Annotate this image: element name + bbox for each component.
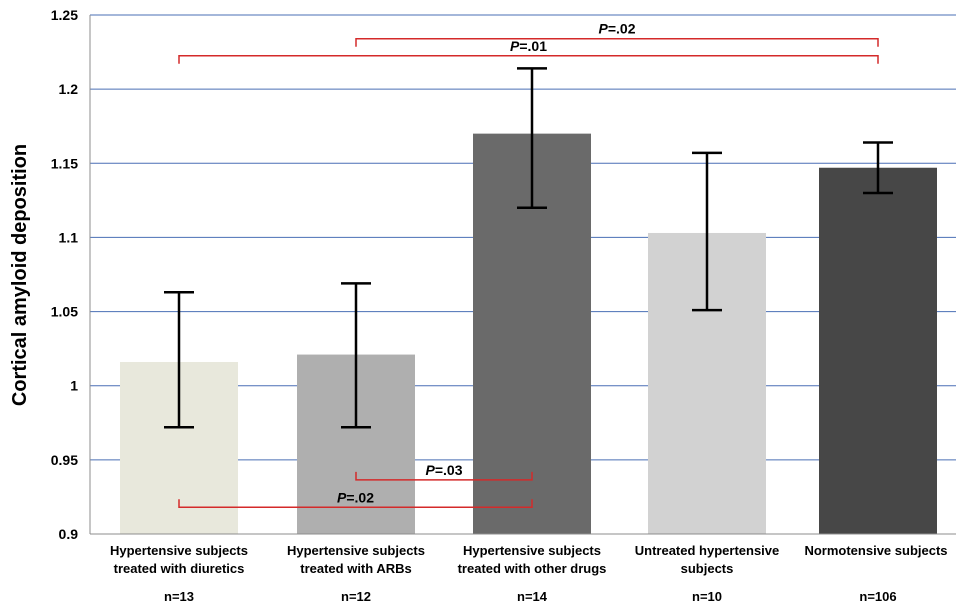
significance-label: P=.01 [510,38,547,54]
bar [819,167,937,534]
labels: 0.9 0.95 1 1.05 1.1 1.15 1.2 1.25 Hypertensive s… [51,7,948,603]
category-label: Normotensive subjects [804,543,947,558]
error-bars [164,67,893,429]
y-tick-label: 1.15 [51,155,78,171]
significance-label: P=.02 [599,21,636,37]
y-tick-label: 1 [70,378,78,394]
category-label: treated with diuretics [114,561,245,576]
category-label: Hypertensive subjects [463,543,601,558]
significance-bracket [178,55,879,64]
category-label: treated with ARBs [300,561,411,576]
axes [89,15,956,535]
y-tick-label: 0.95 [51,452,78,468]
significance-label: P=.02 [337,489,374,505]
y-axis-title: Cortical amyloid deposition [9,144,31,406]
category-label: Hypertensive subjects [110,543,248,558]
bars [120,133,937,535]
category-label: treated with other drugs [458,561,607,576]
y-tick-label: 0.9 [59,526,79,542]
sample-size-label: n=12 [341,589,371,603]
sample-size-label: n=14 [517,589,548,603]
category-label: subjects [681,561,734,576]
sample-size-label: n=106 [859,589,896,603]
y-tick-label: 1.2 [59,81,79,97]
significance-bracket [355,471,533,481]
significance-bracket [355,37,879,47]
sample-size-label: n=13 [164,589,194,603]
significance-bracket [178,499,533,509]
sample-size-label: n=10 [692,589,722,603]
y-tick-label: 1.1 [59,229,79,245]
significance-label: P=.03 [426,462,463,478]
category-label: Untreated hypertensive [635,543,780,558]
y-tick-label: 1.25 [51,7,78,23]
category-label: Hypertensive subjects [287,543,425,558]
y-tick-label: 1.05 [51,304,78,320]
significance-brackets: P=.02 P=.01 P=.03 P=.02 [178,21,879,509]
